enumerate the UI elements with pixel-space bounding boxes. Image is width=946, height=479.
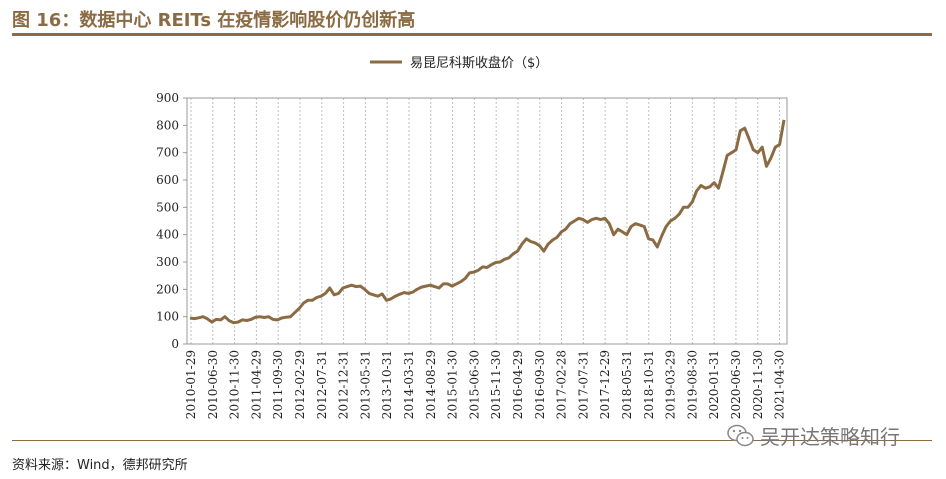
x-tick-label: 2015-11-30 xyxy=(489,350,503,419)
figure-title: 图 16：数据中心 REITs 在疫情影响股价仍创新高 xyxy=(12,10,416,31)
y-tick-label: 900 xyxy=(156,91,179,105)
x-tick-label: 2020-06-30 xyxy=(729,350,743,419)
x-tick-label: 2013-05-31 xyxy=(358,350,372,419)
x-tick-label: 2015-06-30 xyxy=(467,350,481,419)
legend-label: 易昆尼科斯收盘价（$） xyxy=(410,55,548,71)
x-tick-label: 2010-11-30 xyxy=(228,350,242,419)
y-tick-label: 200 xyxy=(156,282,179,296)
x-tick-label: 2018-10-31 xyxy=(642,350,656,419)
x-tick-label: 2010-01-29 xyxy=(184,350,198,419)
x-tick-label: 2012-02-29 xyxy=(293,350,307,419)
x-tick-label: 2010-06-30 xyxy=(206,350,220,419)
y-tick-label: 800 xyxy=(156,118,179,132)
watermark: 吴开达策略知行 xyxy=(726,421,900,450)
y-tick-label: 600 xyxy=(156,173,179,187)
x-tick-label: 2017-02-28 xyxy=(555,350,569,419)
x-tick-label: 2018-05-31 xyxy=(620,350,634,419)
y-tick-label: 100 xyxy=(156,310,179,324)
watermark-text: 吴开达策略知行 xyxy=(760,425,900,449)
x-tick-label: 2014-08-29 xyxy=(424,350,438,419)
x-tick-label: 2021-04-30 xyxy=(773,350,787,419)
x-tick-label: 2012-07-31 xyxy=(315,350,329,419)
x-axis: 2010-01-29 2010-06-30 2010-11-30 2011-04-29… xyxy=(184,350,787,419)
x-tick-label: 2014-03-31 xyxy=(402,350,416,419)
x-tick-label: 2011-04-29 xyxy=(249,350,263,419)
chart-grid xyxy=(190,98,781,344)
x-tick-label: 2016-04-29 xyxy=(511,350,525,419)
x-tick-label: 2020-01-31 xyxy=(707,350,721,419)
y-axis: 0 100 200 300 400 500 600 700 800 900 xyxy=(156,91,187,351)
wechat-icon xyxy=(727,424,754,446)
x-tick-label: 2017-12-29 xyxy=(598,350,612,419)
x-tick-label: 2011-09-30 xyxy=(271,350,285,419)
y-tick-label: 400 xyxy=(156,228,179,242)
y-tick-label: 300 xyxy=(156,255,179,269)
x-tick-label: 2012-12-31 xyxy=(337,350,351,419)
footer-divider xyxy=(12,440,932,441)
y-tick-label: 700 xyxy=(156,146,179,160)
x-tick-label: 2015-01-30 xyxy=(446,350,460,419)
x-tick-label: 2020-11-30 xyxy=(751,350,765,419)
y-tick-label: 0 xyxy=(171,337,179,351)
series-line-equinix xyxy=(189,119,786,325)
title-divider xyxy=(12,33,932,36)
x-tick-label: 2013-10-31 xyxy=(380,350,394,419)
source-note: 资料来源：Wind，德邦研究所 xyxy=(12,458,188,473)
x-tick-label: 2016-09-30 xyxy=(533,350,547,419)
x-tick-label: 2019-08-30 xyxy=(685,350,699,419)
x-tick-label: 2017-07-31 xyxy=(576,350,590,419)
y-tick-label: 500 xyxy=(156,200,179,214)
plot-frame xyxy=(186,97,788,345)
line-chart: 易昆尼科斯收盘价（$） 0 100 200 300 400 500 600 700 800 900… xyxy=(156,55,788,419)
chart-legend: 易昆尼科斯收盘价（$） xyxy=(370,55,548,71)
x-tick-label: 2019-03-29 xyxy=(664,350,678,419)
